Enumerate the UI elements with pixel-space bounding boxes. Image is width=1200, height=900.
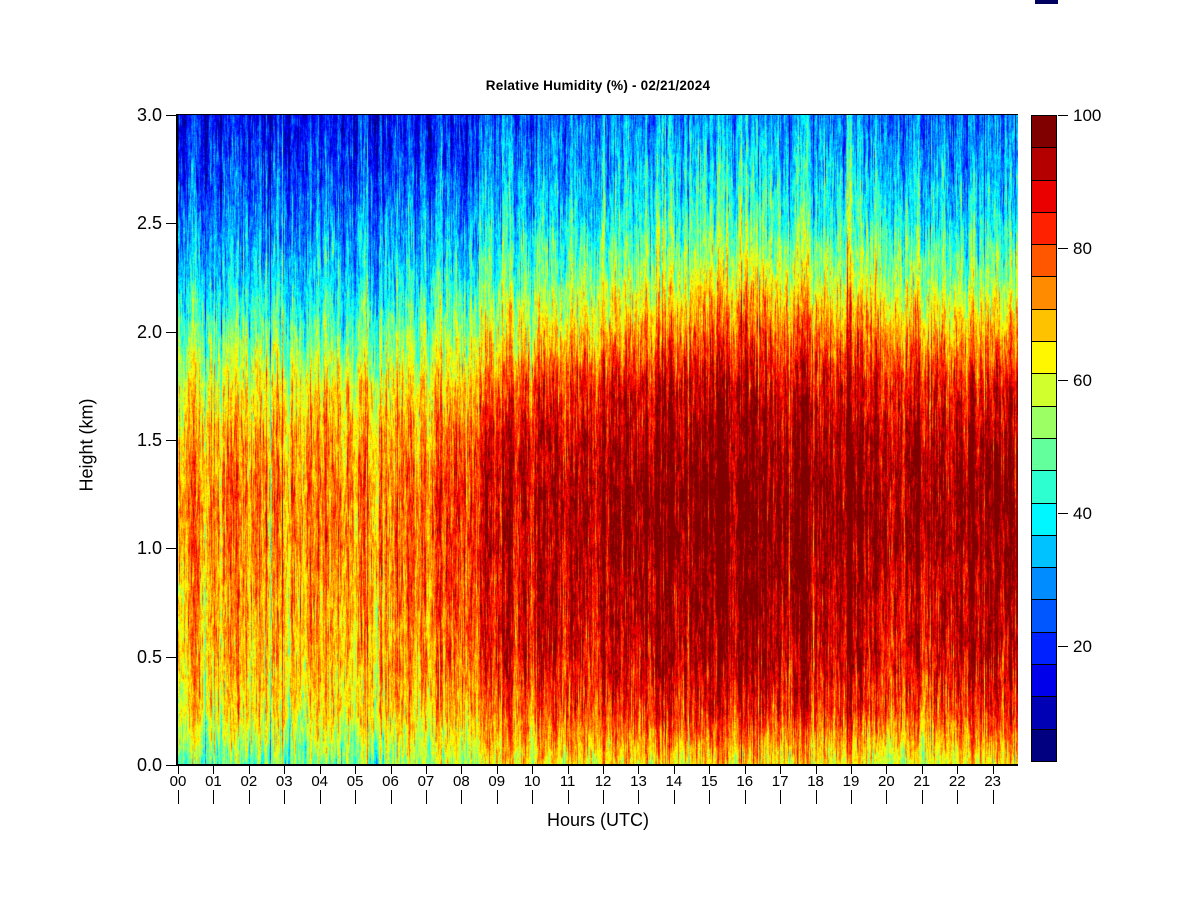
x-tick-label: 02 [239,773,259,790]
y-tick-line [166,548,177,550]
y-tick-label: 2.5 [136,213,162,234]
top-edge-mark [1035,0,1058,4]
x-tick-label: 16 [735,773,755,790]
heatmap-canvas [178,115,1018,765]
colorbar-segment [1032,374,1056,407]
x-tick-label: 05 [345,773,365,790]
y-tick-label: 3.0 [136,105,162,125]
colorbar-segment [1032,438,1056,472]
x-tick-label: 23 [983,773,1002,790]
colorbar-segment [1032,148,1056,181]
colorbar-segment [1032,697,1056,730]
x-tick-label: 11 [558,773,577,790]
colorbar-tick-label: 100 [1073,106,1102,125]
x-tick-label: 13 [629,773,648,790]
y-tick-label: 1.0 [136,538,162,559]
colorbar-segment [1032,212,1056,246]
x-tick-label: 10 [522,773,542,790]
colorbar-segment [1032,503,1056,536]
colorbar-tick-line [1058,513,1068,515]
colorbar-tick-label: 60 [1073,371,1092,391]
y-tick-line [166,656,177,658]
x-tick-label: 14 [664,773,684,790]
colorbar-segment [1032,406,1056,439]
x-axis-title: Hours (UTC) [547,810,649,830]
y-tick-label: 1.5 [136,430,162,450]
x-tick-label: 06 [381,773,400,790]
x-tick-label: 03 [274,773,294,790]
colorbar-tick-label: 80 [1073,238,1092,258]
y-tick-line [166,115,177,116]
x-tick-label: 18 [806,773,825,790]
x-tick-label: 21 [912,773,932,790]
colorbar-segment [1032,632,1056,666]
x-tick-label: 01 [204,773,223,790]
colorbar-segment [1032,277,1056,310]
colorbar-segment [1032,342,1056,375]
y-axis-title: Height (km) [76,398,97,492]
y-tick-label: 0.0 [136,755,162,775]
colorbar-tick-line [1058,645,1068,647]
colorbar-tick-label: 40 [1073,504,1092,524]
y-tick-label: 0.5 [136,646,162,667]
colorbar-segment [1032,729,1056,761]
colorbar-segment [1032,471,1056,504]
colorbar [1031,115,1057,762]
x-tick-label: 09 [487,773,507,790]
y-tick-line [166,331,177,333]
x-tick-label: 12 [593,773,613,790]
y-tick-line [166,440,177,441]
x-tick-label: 08 [452,773,471,790]
x-tick-label: 17 [770,773,790,790]
colorbar-segment [1032,116,1056,149]
x-tick-label: 07 [416,773,436,790]
colorbar-segment [1032,245,1056,278]
colorbar-tick-label: 20 [1073,636,1092,656]
colorbar-segment [1032,665,1056,698]
y-tick-line [166,223,177,225]
x-tick-label: 15 [699,773,719,790]
x-tick-label: 22 [947,773,967,790]
colorbar-segment [1032,535,1056,569]
colorbar-tick-line [1058,247,1068,249]
colorbar-segment [1032,600,1056,633]
y-tick-line [166,765,177,766]
colorbar-tick-line [1058,380,1068,382]
x-tick-label: 00 [168,773,188,790]
colorbar-segment [1032,568,1056,601]
x-tick-label: 04 [310,773,330,790]
chart-title: Relative Humidity (%) - 02/21/2024 [485,78,711,93]
colorbar-segment [1032,309,1056,343]
colorbar-segment [1032,180,1056,213]
y-tick-label: 2.0 [136,321,162,342]
x-tick-label: 19 [841,773,861,790]
x-tick-label: 20 [877,773,896,790]
colorbar-tick-line [1058,115,1068,116]
